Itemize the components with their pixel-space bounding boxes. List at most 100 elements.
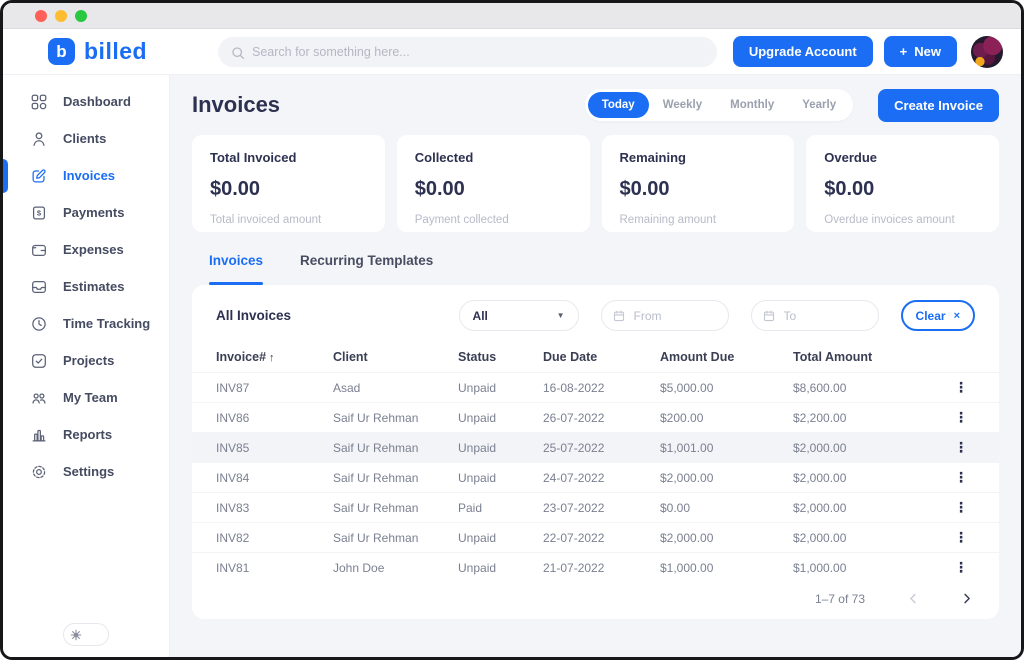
stat-subtitle: Payment collected	[414, 214, 509, 226]
period-tab-weekly[interactable]: Weekly	[662, 99, 703, 111]
column-header-status[interactable]: Status	[458, 350, 497, 364]
pagination-info: 1–7 of 73	[814, 591, 865, 606]
cell-amount-due: $1,001.00	[660, 440, 714, 455]
brand-logo[interactable]: b billed	[48, 38, 190, 65]
close-window-button[interactable]	[35, 9, 47, 22]
cell-invoice: INV81	[216, 560, 250, 575]
row-menu-button[interactable]: ⋮	[947, 439, 975, 457]
sidebar-item-reports[interactable]: Reports	[3, 416, 169, 453]
row-menu-button[interactable]: ⋮	[947, 379, 975, 397]
row-menu-button[interactable]: ⋮	[947, 559, 975, 577]
sidebar-item-settings[interactable]: Settings	[3, 453, 169, 490]
stat-card-collected: Collected $0.00 Payment collected	[396, 135, 590, 232]
gear-icon	[30, 463, 48, 481]
create-invoice-button[interactable]: Create Invoice	[878, 88, 999, 122]
payment-icon: $	[30, 204, 48, 222]
cell-status: Paid	[458, 500, 483, 515]
sort-ascending-icon: ↑	[269, 352, 275, 364]
cell-due-date: 23-07-2022	[543, 500, 605, 515]
content-tabs: Invoices Recurring Templates	[192, 253, 999, 285]
cell-invoice: INV85	[216, 440, 250, 455]
sidebar-item-invoices[interactable]: Invoices	[3, 157, 169, 194]
sidebar-item-projects[interactable]: Projects	[3, 342, 169, 379]
date-from-input[interactable]	[600, 300, 729, 331]
stat-title: Overdue	[824, 150, 877, 165]
sidebar-item-estimates[interactable]: Estimates	[3, 268, 169, 305]
stat-value: $0.00	[210, 178, 261, 200]
global-search	[218, 36, 717, 67]
table-row[interactable]: INV83 Saif Ur Rehman Paid 23-07-2022 $0.…	[192, 492, 999, 522]
row-menu-button[interactable]: ⋮	[947, 409, 975, 427]
sidebar-nav: Dashboard Clients Invoices $ Payments Ex…	[3, 75, 170, 657]
cell-total-amount: $2,000.00	[793, 500, 847, 515]
row-menu-button[interactable]: ⋮	[947, 529, 975, 547]
column-header-client[interactable]: Client	[333, 350, 368, 364]
cell-status: Unpaid	[458, 560, 497, 575]
period-tab-today[interactable]: Today	[587, 92, 649, 118]
close-icon: ×	[953, 309, 960, 322]
cell-status: Unpaid	[458, 410, 497, 425]
table-row[interactable]: INV87 Asad Unpaid 16-08-2022 $5,000.00 $…	[192, 372, 999, 402]
stat-card-overdue: Overdue $0.00 Overdue invoices amount	[806, 135, 999, 232]
clear-filters-button[interactable]: Clear ×	[900, 300, 975, 331]
previous-page-button[interactable]	[905, 590, 920, 607]
column-header-total-amount[interactable]: Total Amount	[793, 350, 873, 364]
cell-due-date: 25-07-2022	[543, 440, 605, 455]
page-title: Invoices	[192, 92, 281, 117]
user-avatar[interactable]	[971, 35, 1003, 68]
inbox-icon	[30, 278, 48, 296]
svg-text:$: $	[37, 208, 42, 217]
sidebar-item-expenses[interactable]: Expenses	[3, 231, 169, 268]
cell-due-date: 24-07-2022	[543, 470, 605, 485]
search-icon	[232, 46, 245, 59]
maximize-window-button[interactable]	[75, 9, 87, 22]
cell-due-date: 16-08-2022	[543, 380, 605, 395]
period-tab-monthly[interactable]: Monthly	[730, 99, 775, 111]
bar-chart-icon	[30, 426, 48, 444]
sun-icon	[70, 629, 82, 640]
cell-invoice: INV86	[216, 410, 250, 425]
status-filter-select[interactable]: All ▼	[458, 300, 579, 331]
cell-due-date: 26-07-2022	[543, 410, 605, 425]
sidebar-item-my-team[interactable]: My Team	[3, 379, 169, 416]
table-row[interactable]: INV85 Saif Ur Rehman Unpaid 25-07-2022 $…	[192, 432, 999, 462]
row-menu-button[interactable]: ⋮	[947, 499, 975, 517]
stat-card-remaining: Remaining $0.00 Remaining amount	[601, 135, 795, 232]
period-tab-yearly[interactable]: Yearly	[802, 99, 837, 111]
cell-total-amount: $8,600.00	[793, 380, 847, 395]
new-button[interactable]: + New	[883, 36, 957, 67]
theme-toggle[interactable]	[63, 623, 109, 646]
column-header-due-date[interactable]: Due Date	[543, 350, 598, 364]
clock-icon	[30, 315, 48, 333]
sidebar-item-payments[interactable]: $ Payments	[3, 194, 169, 231]
table-row[interactable]: INV81 John Doe Unpaid 21-07-2022 $1,000.…	[192, 552, 999, 582]
sidebar-item-time-tracking[interactable]: Time Tracking	[3, 305, 169, 342]
table-row[interactable]: INV84 Saif Ur Rehman Unpaid 24-07-2022 $…	[192, 462, 999, 492]
cell-amount-due: $1,000.00	[660, 560, 714, 575]
sidebar-item-clients[interactable]: Clients	[3, 120, 169, 157]
cell-invoice: INV87	[216, 380, 250, 395]
brand-name: billed	[84, 38, 148, 64]
cell-total-amount: $1,000.00	[793, 560, 847, 575]
cell-amount-due: $2,000.00	[660, 470, 714, 485]
minimize-window-button[interactable]	[55, 9, 67, 22]
cell-client: Saif Ur Rehman	[333, 500, 419, 515]
date-to-input[interactable]	[750, 300, 879, 331]
next-page-button[interactable]	[960, 590, 975, 607]
cell-total-amount: $2,200.00	[793, 410, 847, 425]
upgrade-account-button[interactable]: Upgrade Account	[732, 36, 873, 67]
window-titlebar	[3, 3, 1021, 29]
table-row[interactable]: INV86 Saif Ur Rehman Unpaid 26-07-2022 $…	[192, 402, 999, 432]
cell-status: Unpaid	[458, 440, 497, 455]
tab-invoices[interactable]: Invoices	[209, 253, 264, 285]
table-row[interactable]: INV82 Saif Ur Rehman Unpaid 22-07-2022 $…	[192, 522, 999, 552]
column-header-amount-due[interactable]: Amount Due	[660, 350, 735, 364]
cell-total-amount: $2,000.00	[793, 440, 847, 455]
tab-recurring-templates[interactable]: Recurring Templates	[300, 253, 434, 268]
sidebar-item-dashboard[interactable]: Dashboard	[3, 83, 169, 120]
row-menu-button[interactable]: ⋮	[947, 469, 975, 487]
column-header-invoice-[interactable]: Invoice# ↑	[216, 350, 275, 364]
search-input[interactable]	[218, 36, 717, 67]
cell-status: Unpaid	[458, 380, 497, 395]
